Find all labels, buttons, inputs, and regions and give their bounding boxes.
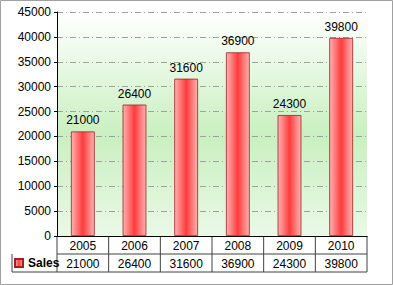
svg-text:40000: 40000 [18,30,52,44]
svg-text:21000: 21000 [66,113,100,127]
svg-text:25000: 25000 [18,105,52,119]
svg-text:2007: 2007 [173,239,200,253]
svg-text:30000: 30000 [18,80,52,94]
svg-text:35000: 35000 [18,55,52,69]
svg-text:2009: 2009 [276,239,303,253]
svg-text:0: 0 [44,229,51,243]
svg-text:15000: 15000 [18,154,52,168]
svg-text:26400: 26400 [118,257,152,271]
svg-text:21000: 21000 [66,257,100,271]
svg-text:Sales: Sales [28,256,60,270]
svg-text:39800: 39800 [324,20,358,34]
svg-text:24300: 24300 [273,97,307,111]
svg-text:2005: 2005 [69,239,96,253]
svg-text:24300: 24300 [273,257,307,271]
svg-text:39800: 39800 [324,257,358,271]
svg-text:45000: 45000 [18,5,52,19]
svg-text:5000: 5000 [24,204,51,218]
svg-text:10000: 10000 [18,179,52,193]
svg-text:2006: 2006 [121,239,148,253]
svg-text:2010: 2010 [328,239,355,253]
svg-text:31600: 31600 [169,61,203,75]
svg-text:20000: 20000 [18,129,52,143]
svg-text:36900: 36900 [221,257,255,271]
svg-text:26400: 26400 [118,87,152,101]
svg-text:31600: 31600 [169,257,203,271]
svg-text:2008: 2008 [224,239,251,253]
svg-text:36900: 36900 [221,34,255,48]
